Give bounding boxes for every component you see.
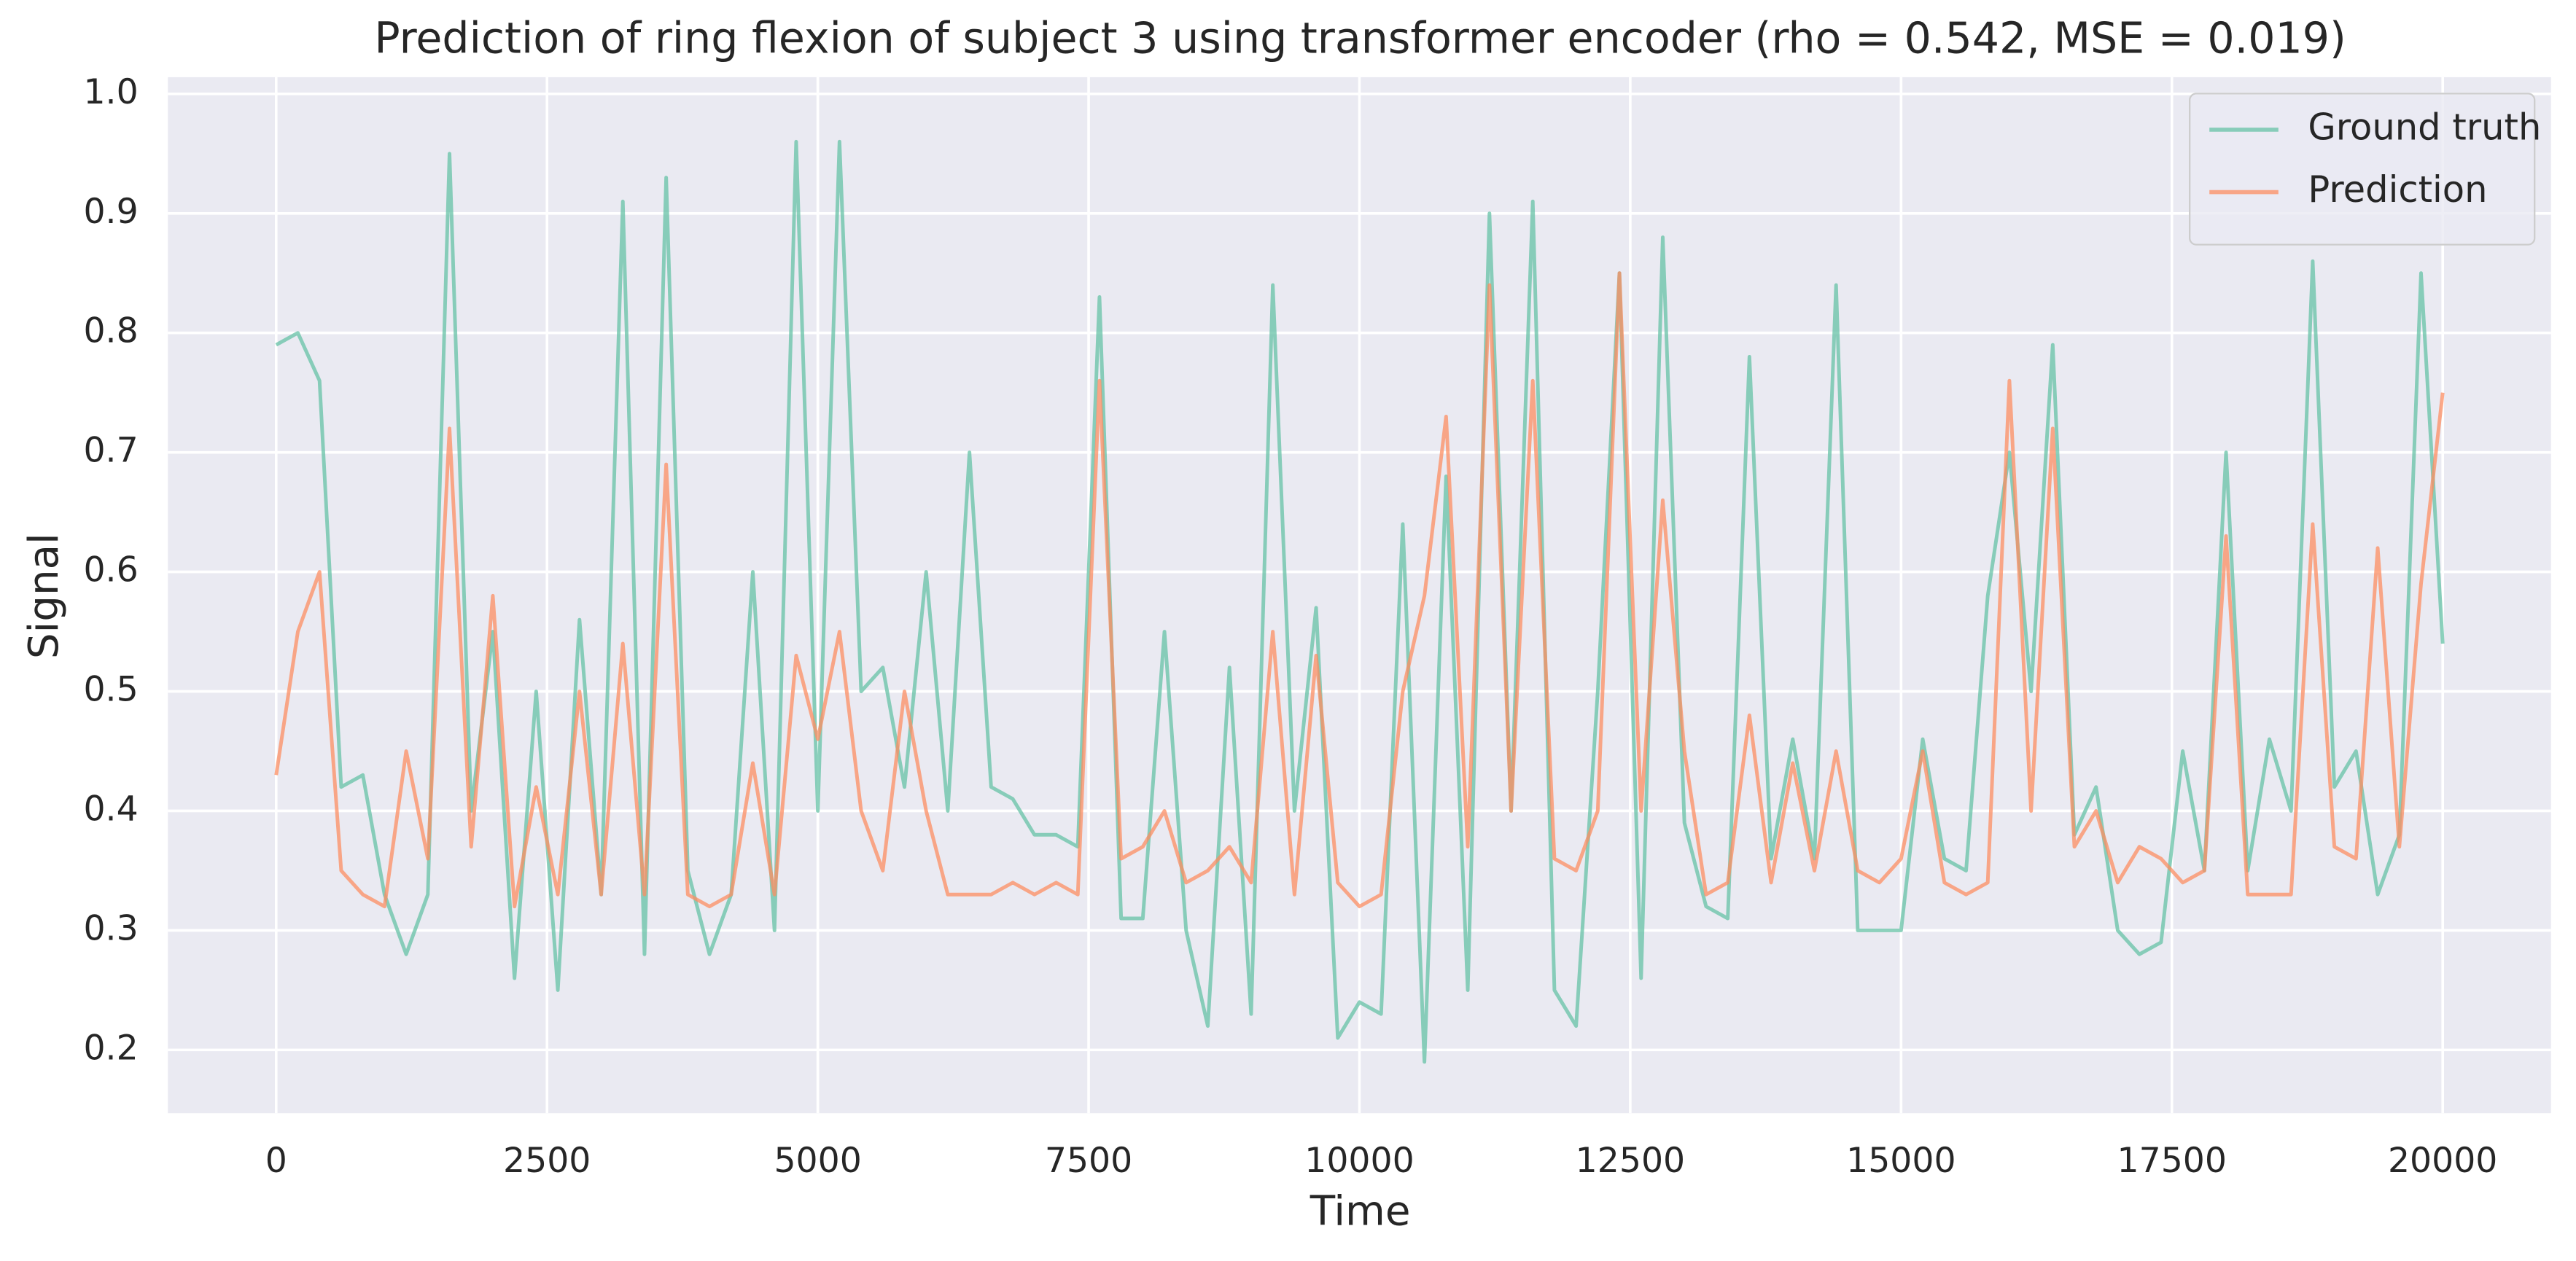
y-axis-label: Signal [20, 533, 68, 659]
x-tick-label: 17500 [2117, 1141, 2227, 1181]
y-tick-label: 0.8 [83, 311, 138, 351]
x-tick-label: 20000 [2388, 1141, 2497, 1181]
y-tick-label: 0.7 [83, 431, 138, 471]
y-tick-label: 0.2 [83, 1028, 138, 1068]
chart-title: Prediction of ring flexion of subject 3 … [374, 13, 2346, 63]
x-tick-label: 7500 [1045, 1141, 1132, 1181]
series-line [274, 271, 2445, 909]
x-tick-label: 12500 [1576, 1141, 1685, 1181]
x-axis-label: Time [1310, 1187, 1411, 1235]
y-tick-label: 0.6 [83, 550, 138, 590]
x-tick-label: 0 [265, 1141, 287, 1181]
legend-label: Ground truth [2308, 106, 2541, 148]
x-tick-label: 15000 [1846, 1141, 1956, 1181]
x-tick-label: 5000 [774, 1141, 861, 1181]
y-tick-label: 0.9 [83, 192, 138, 232]
legend-label: Prediction [2308, 168, 2487, 211]
x-tick-label: 10000 [1304, 1141, 1414, 1181]
series-line [275, 139, 2445, 1064]
y-tick-label: 0.4 [83, 789, 138, 829]
y-tick-label: 0.5 [83, 670, 138, 710]
y-tick-label: 1.0 [83, 72, 138, 112]
x-tick-label: 2500 [503, 1141, 591, 1181]
y-tick-label: 0.3 [83, 908, 138, 948]
